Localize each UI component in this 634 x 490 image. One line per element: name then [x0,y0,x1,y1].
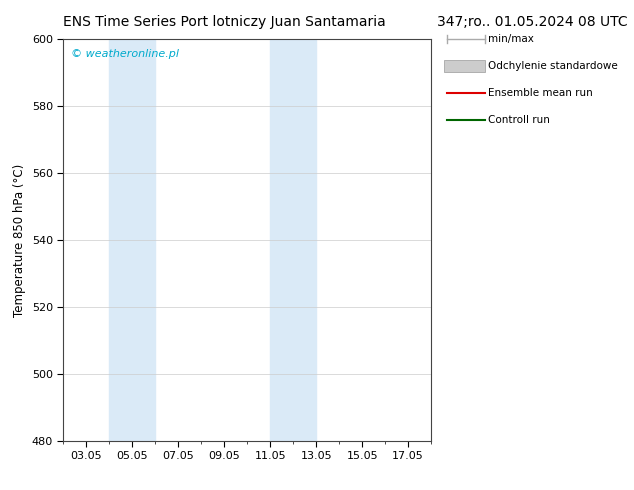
Text: © weatheronline.pl: © weatheronline.pl [71,49,179,59]
Bar [109,39,155,441]
Text: 347;ro.. 01.05.2024 08 UTC: 347;ro.. 01.05.2024 08 UTC [437,15,628,29]
Text: Ensemble mean run: Ensemble mean run [488,88,593,98]
Text: ENS Time Series Port lotniczy Juan Santamaria: ENS Time Series Port lotniczy Juan Santa… [63,15,386,29]
Text: min/max: min/max [488,34,534,44]
Text: Controll run: Controll run [488,115,550,125]
Text: Odchylenie standardowe: Odchylenie standardowe [488,61,618,71]
Bar [270,39,316,441]
Y-axis label: Temperature 850 hPa (°C): Temperature 850 hPa (°C) [13,164,26,317]
